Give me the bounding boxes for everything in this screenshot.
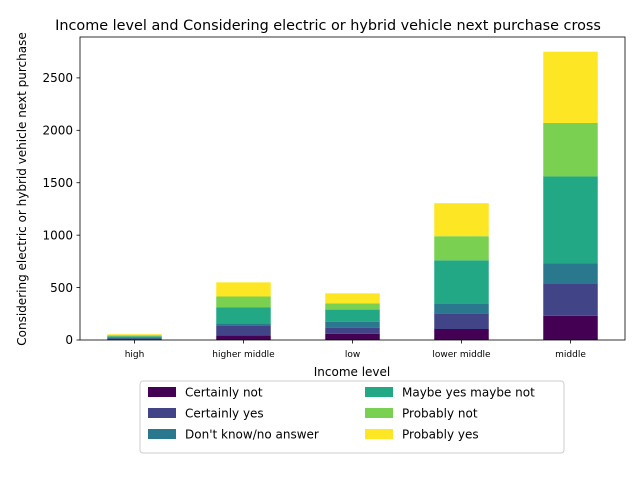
bar-higher-middle-certainly-yes <box>216 325 271 336</box>
bar-high-don-t-know-no-answer <box>107 337 162 339</box>
plot-area: 0 500 1000 1500 2000 2500 high higher middle low… <box>42 36 626 360</box>
y-tick-label: 500 <box>50 281 73 295</box>
bar-higher-middle-probably-yes <box>216 282 271 297</box>
bar-lower-middle-don-t-know-no-answer <box>434 303 489 314</box>
bar-high-maybe-yes-maybe-not <box>107 336 162 338</box>
legend-swatch <box>365 429 393 439</box>
y-tick-label: 2500 <box>42 71 73 85</box>
bar-lower-middle-probably-not <box>434 236 489 261</box>
bar-middle-certainly-not <box>543 315 598 340</box>
x-tick-label: high <box>125 350 145 360</box>
legend-swatch <box>365 408 393 418</box>
legend-label: Don't know/no answer <box>185 428 319 442</box>
bar-low-certainly-not <box>325 333 380 340</box>
x-tick-label: middle <box>555 350 586 360</box>
y-tick-label: 0 <box>65 333 73 347</box>
legend-label: Probably yes <box>402 428 479 442</box>
bar-low-probably-yes <box>325 293 380 304</box>
legend-swatch <box>365 387 393 397</box>
legend-swatch <box>148 429 176 439</box>
legend-frame <box>139 380 565 454</box>
bar-lower-middle-certainly-not <box>434 328 489 340</box>
bar-low-maybe-yes-maybe-not <box>325 309 380 322</box>
bar-high-certainly-yes <box>107 338 162 340</box>
bar-low-certainly-yes <box>325 327 380 334</box>
bar-high-probably-yes <box>107 334 162 336</box>
x-tick-label: lower middle <box>432 350 491 360</box>
bar-higher-middle-probably-not <box>216 296 271 308</box>
bar-middle-don-t-know-no-answer <box>543 263 598 284</box>
bar-middle-maybe-yes-maybe-not <box>543 176 598 264</box>
bar-lower-middle-certainly-yes <box>434 313 489 329</box>
bar-higher-middle-don-t-know-no-answer <box>216 323 271 326</box>
legend-swatch <box>148 387 176 397</box>
bar-low-don-t-know-no-answer <box>325 321 380 328</box>
bar-high-probably-not <box>107 335 162 337</box>
bar-low-probably-not <box>325 303 380 310</box>
chart-title: Income level and Considering electric or… <box>55 18 601 34</box>
y-tick-label: 1500 <box>42 176 73 190</box>
y-axis-label: Considering electric or hybrid vehicle n… <box>15 32 29 345</box>
legend-label: Probably not <box>402 407 478 421</box>
bar-lower-middle-probably-yes <box>434 203 489 237</box>
x-tick-label: higher middle <box>212 350 275 360</box>
x-axis-label: Income level <box>314 365 391 379</box>
y-tick-label: 1000 <box>42 228 73 242</box>
bar-middle-certainly-yes <box>543 283 598 316</box>
bar-middle-probably-yes <box>543 51 598 123</box>
legend-label: Certainly yes <box>185 407 264 421</box>
legend-swatch <box>148 408 176 418</box>
legend-label: Maybe yes maybe not <box>402 386 535 400</box>
bar-higher-middle-certainly-not <box>216 335 271 340</box>
x-tick-label: low <box>345 350 360 360</box>
y-tick-label: 2000 <box>42 124 73 138</box>
legend-label: Certainly not <box>185 386 263 400</box>
bar-lower-middle-maybe-yes-maybe-not <box>434 260 489 304</box>
bar-middle-probably-not <box>543 122 598 177</box>
bar-higher-middle-maybe-yes-maybe-not <box>216 307 271 324</box>
legend: Certainly not Certainly yes Don't know/no … <box>139 380 565 454</box>
